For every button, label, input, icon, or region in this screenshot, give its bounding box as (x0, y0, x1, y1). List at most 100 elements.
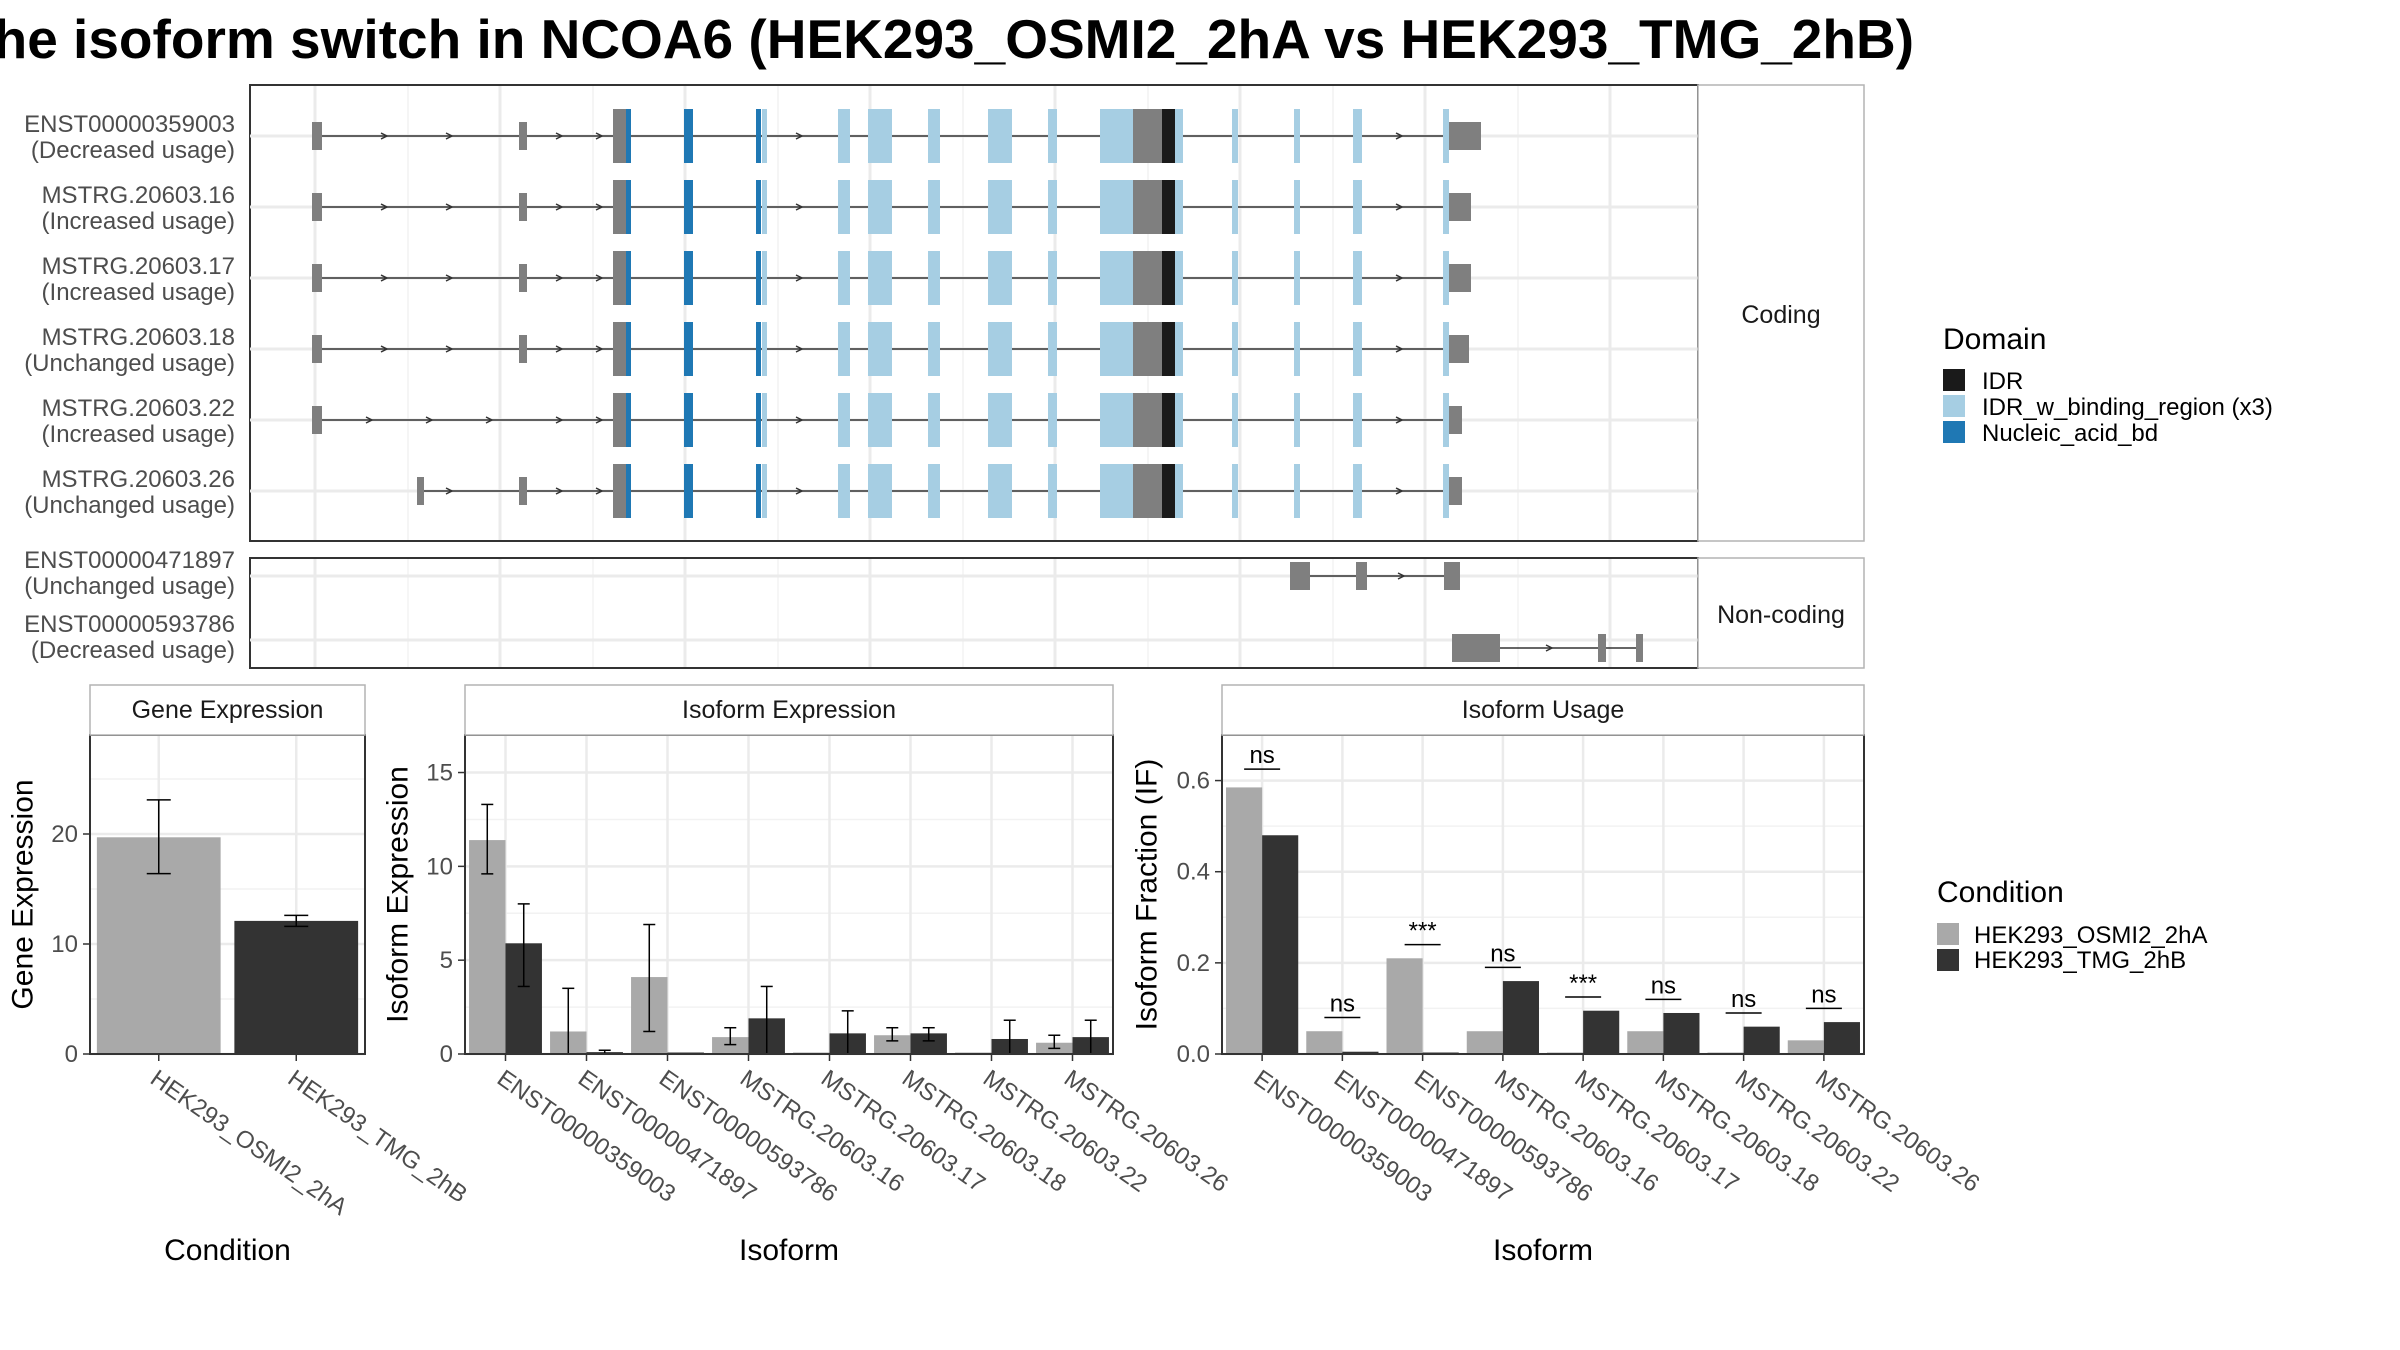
domain-legend-title: Domain (1943, 323, 2046, 356)
domain-block (756, 322, 761, 376)
domain-block (988, 393, 1012, 447)
panel-strip-title: Isoform Expression (682, 696, 896, 724)
domain-block (1175, 464, 1183, 518)
domain-block (684, 464, 693, 518)
strand-arrow (1395, 274, 1404, 282)
strand-arrow (795, 416, 804, 424)
exon-block (312, 335, 322, 363)
bar (1787, 1040, 1824, 1054)
x-axis-title: Isoform (1493, 1234, 1593, 1267)
noncoding-panel: Non-coding (249, 557, 1865, 669)
domain-block (684, 393, 693, 447)
x-axis-title: Isoform (739, 1234, 839, 1267)
isoform-usage-label: (Unchanged usage) (24, 350, 235, 377)
bar (712, 1037, 749, 1054)
domain-block (1353, 251, 1362, 305)
domain-block (1232, 109, 1238, 163)
domain-block (1232, 393, 1238, 447)
domain-block (928, 393, 940, 447)
domain-block (838, 322, 850, 376)
domain-block (613, 251, 627, 305)
domain-block (1443, 251, 1449, 305)
domain-block (1294, 109, 1300, 163)
domain-block (626, 180, 631, 234)
domain-block (1151, 393, 1162, 447)
domain-block (762, 322, 767, 376)
strand-arrow (555, 487, 564, 495)
strand-arrow (425, 416, 434, 424)
exon-block (1449, 193, 1471, 221)
strand-arrow (595, 487, 604, 495)
strand-arrow (555, 345, 564, 353)
domain-block (684, 109, 693, 163)
domain-block (1353, 393, 1362, 447)
bar (1306, 1031, 1343, 1054)
strand-arrow (555, 416, 564, 424)
domain-block (988, 322, 1012, 376)
exon-block (519, 264, 527, 292)
strand-arrow (795, 274, 804, 282)
exon-block (1290, 562, 1310, 590)
legend-swatch-cond-a (1937, 923, 1959, 945)
domain-block (626, 322, 631, 376)
domain-block (1151, 180, 1162, 234)
significance-label: *** (1569, 970, 1597, 997)
isoform-usage-label: (Increased usage) (42, 279, 235, 306)
bar (1466, 1031, 1503, 1054)
strand-arrow (595, 345, 604, 353)
strand-arrow (1395, 132, 1404, 140)
domain-block (1100, 464, 1133, 518)
strand-arrow (445, 345, 454, 353)
exon-block (1452, 634, 1500, 662)
isoform-usage-label: (Unchanged usage) (24, 573, 235, 600)
domain-block (1443, 109, 1449, 163)
y-tick-label: 0.6 (1177, 768, 1210, 795)
y-tick-label: 0.2 (1177, 950, 1210, 977)
y-tick-label: 10 (51, 931, 78, 958)
domain-block (868, 180, 892, 234)
significance-label: *** (1409, 918, 1437, 945)
legend-label-cond-a: HEK293_OSMI2_2hA (1974, 922, 2207, 949)
coding-panel-bg (249, 84, 1699, 542)
bar (910, 1033, 947, 1054)
noncoding-strip-label: Non-coding (1717, 601, 1845, 629)
exon-block (1636, 634, 1643, 662)
domain-block (1151, 109, 1162, 163)
domain-block (613, 393, 627, 447)
domain-block (1133, 393, 1151, 447)
domain-block (626, 393, 631, 447)
panel-strip-title: Gene Expression (132, 696, 324, 724)
strand-arrow (595, 416, 604, 424)
domain-block (1353, 180, 1362, 234)
y-tick-label: 20 (51, 821, 78, 848)
domain-block (838, 180, 850, 234)
domain-block (838, 393, 850, 447)
domain-block (868, 251, 892, 305)
strand-arrow (380, 132, 389, 140)
domain-block (1048, 393, 1057, 447)
strand-arrow (595, 132, 604, 140)
domain-block (1133, 251, 1151, 305)
domain-block (1443, 180, 1449, 234)
domain-block (1175, 109, 1183, 163)
domain-block (1100, 251, 1133, 305)
domain-legend: Domain IDR IDR_w_binding_region (x3) Nuc… (1943, 323, 2273, 447)
domain-block (928, 251, 940, 305)
domain-block (1162, 180, 1175, 234)
exon-block (1449, 477, 1462, 505)
panel-strip-title: Isoform Usage (1462, 696, 1625, 724)
domain-block (1294, 464, 1300, 518)
condition-legend-title: Condition (1937, 876, 2064, 909)
domain-block (1048, 464, 1057, 518)
y-tick-label: 0 (440, 1041, 453, 1068)
domain-block (762, 251, 767, 305)
exon-block (519, 477, 527, 505)
bar (1342, 1051, 1379, 1054)
y-axis-title: Isoform Fraction (IF) (1131, 759, 1164, 1031)
exon-block (519, 335, 527, 363)
isoform-id-label: ENST00000359003 (24, 111, 235, 138)
domain-block (756, 464, 761, 518)
bar (1743, 1026, 1780, 1054)
domain-block (626, 109, 631, 163)
exon-block (1449, 264, 1471, 292)
